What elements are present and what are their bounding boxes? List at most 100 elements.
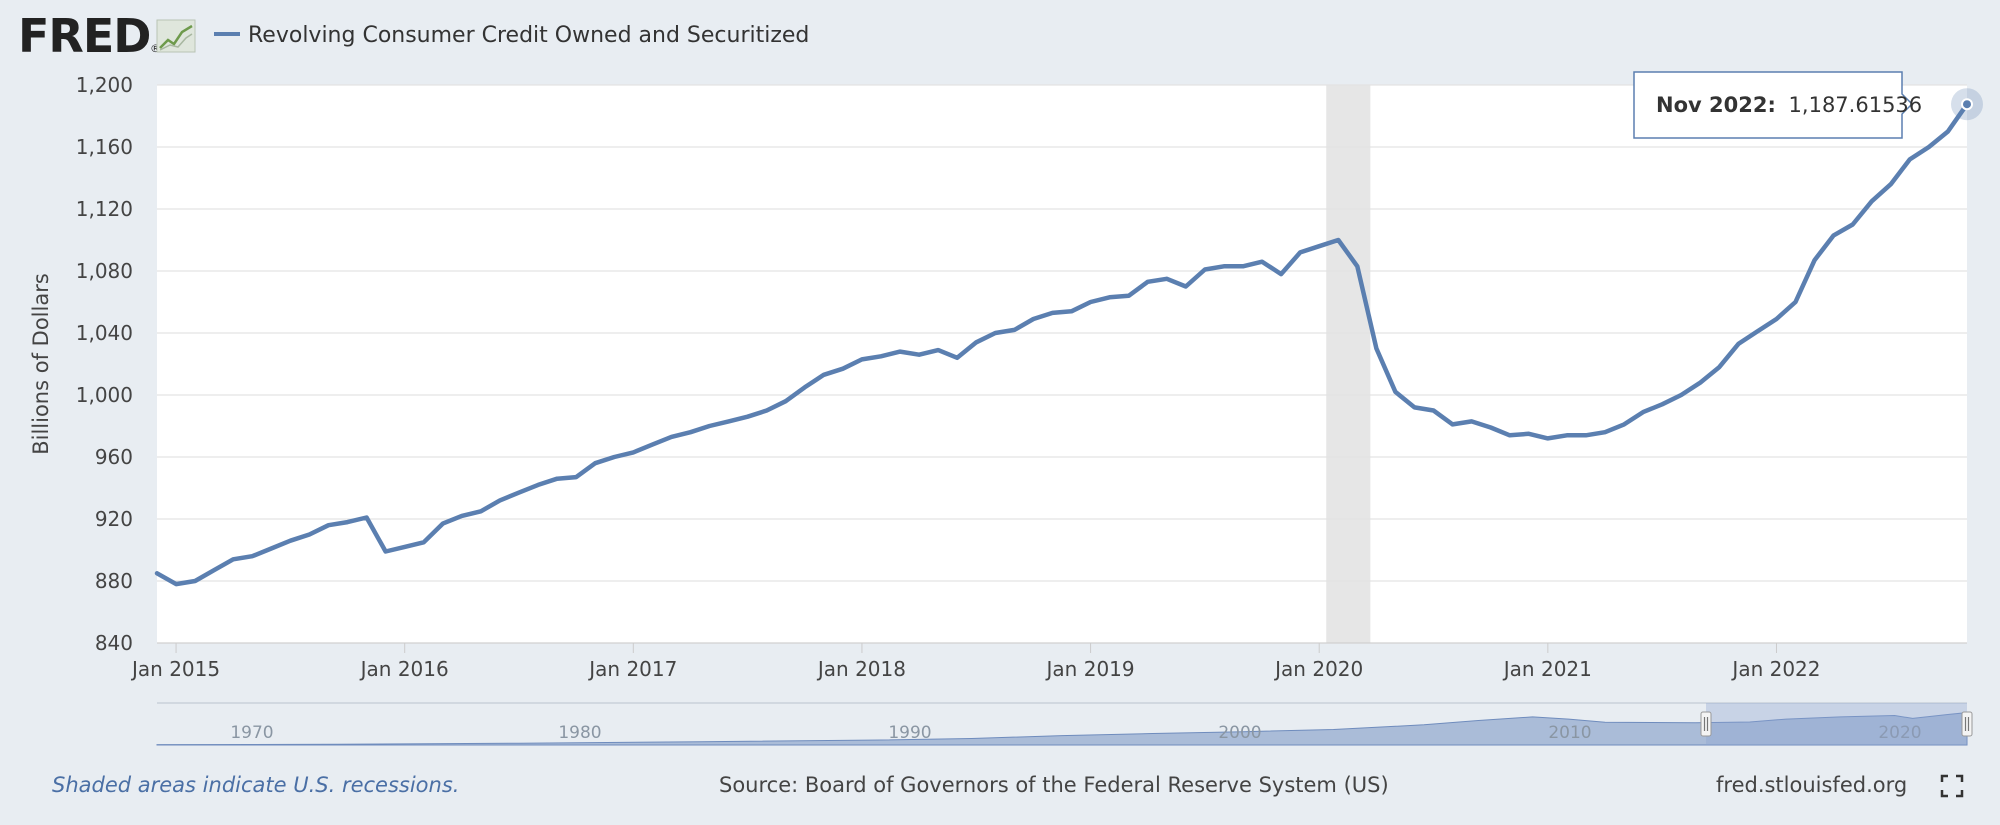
legend-item[interactable]: Revolving Consumer Credit Owned and Secu… [214, 23, 809, 48]
data-point[interactable] [668, 434, 674, 440]
fred-logo[interactable]: FRED ® [18, 9, 196, 63]
data-point[interactable] [1259, 259, 1265, 265]
data-point[interactable] [707, 423, 713, 429]
data-point[interactable] [1773, 316, 1779, 322]
data-point[interactable] [573, 474, 579, 480]
data-point[interactable] [1869, 198, 1875, 204]
data-point[interactable] [1049, 310, 1055, 316]
data-point[interactable] [1278, 271, 1284, 277]
data-point[interactable] [154, 570, 160, 576]
data-point[interactable] [592, 460, 598, 466]
data-point[interactable] [535, 482, 541, 488]
data-point[interactable] [649, 442, 655, 448]
data-point[interactable] [516, 490, 522, 496]
fullscreen-icon[interactable] [1938, 772, 1966, 800]
navigator[interactable]: 1970 1980 1990 2000 2010 2020 [156, 702, 1973, 746]
data-point[interactable] [173, 581, 179, 587]
data-point[interactable] [1392, 389, 1398, 395]
data-point[interactable] [478, 508, 484, 514]
data-point[interactable] [878, 353, 884, 359]
data-point[interactable] [1469, 418, 1475, 424]
navigator-right-handle[interactable] [1961, 711, 1973, 737]
data-point[interactable] [973, 339, 979, 345]
site-link[interactable]: fred.stlouisfed.org [1716, 773, 1907, 797]
data-point[interactable] [916, 352, 922, 358]
data-point[interactable] [745, 414, 751, 420]
data-point[interactable] [1907, 156, 1913, 162]
data-point[interactable] [1545, 435, 1551, 441]
data-point[interactable] [1431, 408, 1437, 414]
data-point[interactable] [1183, 284, 1189, 290]
data-point[interactable] [287, 538, 293, 544]
data-point[interactable] [1640, 409, 1646, 415]
data-point[interactable] [1126, 293, 1132, 299]
data-point[interactable] [1145, 279, 1151, 285]
data-point[interactable] [1488, 425, 1494, 431]
data-point[interactable] [783, 398, 789, 404]
data-point[interactable] [1850, 222, 1856, 228]
data-point[interactable] [402, 544, 408, 550]
data-point[interactable] [1526, 431, 1532, 437]
data-point[interactable] [630, 449, 636, 455]
data-point[interactable] [802, 384, 808, 390]
data-point[interactable] [1088, 299, 1094, 305]
data-point[interactable] [1659, 401, 1665, 407]
data-point[interactable] [459, 513, 465, 519]
data-point[interactable] [1107, 294, 1113, 300]
data-point[interactable] [1069, 308, 1075, 314]
data-point[interactable] [821, 372, 827, 378]
navigator-selected-range[interactable] [1706, 703, 1967, 745]
data-point[interactable] [1831, 232, 1837, 238]
data-point[interactable] [345, 519, 351, 525]
data-point[interactable] [1030, 316, 1036, 322]
data-point[interactable] [325, 522, 331, 528]
data-point[interactable] [421, 539, 427, 545]
data-point[interactable] [1945, 129, 1951, 135]
data-point[interactable] [1507, 432, 1513, 438]
data-point[interactable] [954, 355, 960, 361]
data-point[interactable] [1812, 257, 1818, 263]
data-point[interactable] [1335, 237, 1341, 243]
data-point[interactable] [1564, 432, 1570, 438]
data-point[interactable] [1602, 429, 1608, 435]
data-point[interactable] [1221, 263, 1227, 269]
data-point[interactable] [992, 330, 998, 336]
data-point[interactable] [1316, 243, 1322, 249]
data-point[interactable] [1926, 144, 1932, 150]
data-point[interactable] [364, 514, 370, 520]
data-point[interactable] [211, 567, 217, 573]
data-point[interactable] [554, 476, 560, 482]
data-point[interactable] [249, 553, 255, 559]
data-point[interactable] [611, 454, 617, 460]
data-point[interactable] [268, 545, 274, 551]
data-point[interactable] [1297, 249, 1303, 255]
data-point[interactable] [1793, 299, 1799, 305]
data-point[interactable] [1697, 380, 1703, 386]
series-line[interactable] [154, 101, 1970, 587]
data-point[interactable] [1888, 181, 1894, 187]
data-point[interactable] [1716, 364, 1722, 370]
navigator-left-handle[interactable] [1700, 711, 1712, 737]
data-point[interactable] [306, 532, 312, 538]
data-point[interactable] [192, 578, 198, 584]
data-point[interactable] [726, 418, 732, 424]
data-point[interactable] [687, 429, 693, 435]
data-point[interactable] [1411, 404, 1417, 410]
data-point[interactable] [1011, 327, 1017, 333]
data-point[interactable] [440, 521, 446, 527]
data-point[interactable] [1735, 341, 1741, 347]
data-point[interactable] [1621, 421, 1627, 427]
data-point[interactable] [897, 349, 903, 355]
data-point[interactable] [1450, 421, 1456, 427]
data-point[interactable] [935, 347, 941, 353]
data-point[interactable] [230, 556, 236, 562]
data-point[interactable] [1373, 346, 1379, 352]
data-point[interactable] [1202, 266, 1208, 272]
data-point[interactable] [1240, 263, 1246, 269]
data-point[interactable] [1354, 263, 1360, 269]
data-point[interactable] [1678, 392, 1684, 398]
data-point[interactable] [497, 497, 503, 503]
data-point[interactable] [764, 408, 770, 414]
data-point[interactable] [1754, 328, 1760, 334]
data-point[interactable] [840, 366, 846, 372]
